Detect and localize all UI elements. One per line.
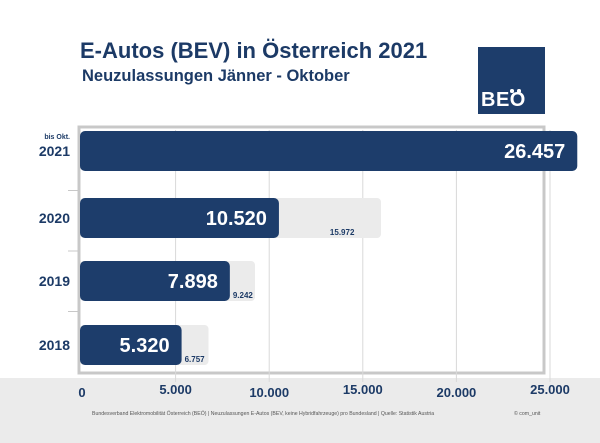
- bar-value-label: 10.520: [206, 208, 267, 230]
- category-label: 2020: [39, 210, 70, 226]
- x-tick-label: 25.000: [530, 382, 570, 397]
- logo-text: BEO: [481, 89, 526, 111]
- bar-value-label: 7.898: [168, 271, 218, 293]
- x-tick-label: 15.000: [343, 382, 383, 397]
- chart-title: E-Autos (BEV) in Österreich 2021: [80, 38, 428, 63]
- x-tick-label: 10.000: [249, 385, 289, 400]
- category-label: 2021: [39, 143, 70, 159]
- bar-jan-oct: [80, 325, 182, 365]
- footer-band: [0, 378, 600, 443]
- bar-jan-oct: [80, 131, 578, 171]
- chart-subtitle: Neuzulassungen Jänner - Oktober: [82, 67, 350, 85]
- bar-value-label: 5.320: [120, 335, 170, 357]
- x-tick-label: 0: [78, 385, 85, 400]
- bar-full-year-label: 9.242: [233, 291, 254, 300]
- bar-jan-oct: [80, 198, 279, 238]
- bar-full-year-label: 6.757: [185, 355, 206, 364]
- beo-logo: BEO: [478, 47, 545, 114]
- footer-source: Bundesverband Elektromobilität Österreic…: [92, 411, 435, 417]
- category-label: 2018: [39, 337, 70, 353]
- bar-jan-oct: [80, 261, 230, 301]
- x-tick-label: 5.000: [159, 382, 192, 397]
- x-tick-label: 20.000: [437, 385, 477, 400]
- category-note: bis Okt.: [44, 134, 70, 141]
- bar-value-label: 26.457: [504, 141, 565, 163]
- footer-copyright: © com_unit: [514, 411, 541, 417]
- bar-full-year-label: 15.972: [330, 228, 355, 237]
- category-label: 2019: [39, 273, 70, 289]
- logo-umlaut-dots-icon: [510, 89, 522, 93]
